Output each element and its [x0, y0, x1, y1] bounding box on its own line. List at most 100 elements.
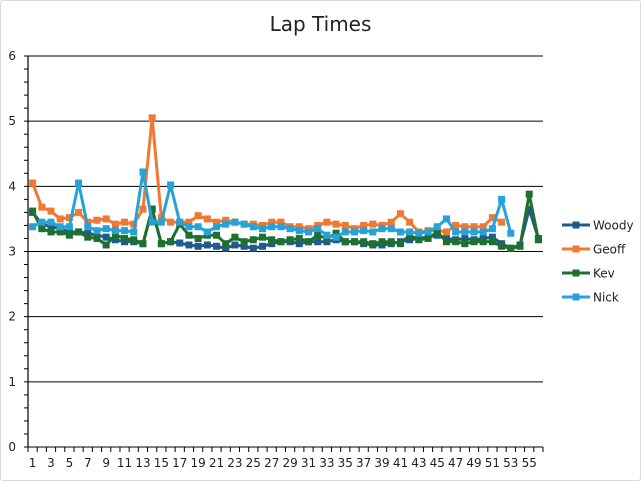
y-tick-label: 2	[8, 310, 16, 324]
data-point-nick	[84, 223, 92, 231]
data-point-nick	[102, 225, 110, 233]
chart-title: Lap Times	[269, 12, 372, 36]
legend-label: Geoff	[593, 243, 626, 257]
data-point-kev	[360, 238, 368, 246]
x-tick-label: 49	[466, 456, 481, 470]
data-point-kev	[415, 236, 423, 244]
x-tick-label: 31	[301, 456, 316, 470]
data-point-kev	[461, 240, 469, 248]
data-point-nick	[65, 223, 73, 231]
data-point-woody	[268, 240, 276, 248]
data-point-geoff	[277, 218, 285, 226]
series-line-geoff	[31, 116, 503, 234]
data-point-kev	[442, 238, 450, 246]
data-point-geoff	[360, 221, 368, 229]
x-tick-label: 5	[66, 456, 74, 470]
data-point-woody	[231, 241, 239, 249]
data-point-geoff	[75, 208, 83, 216]
data-point-kev	[231, 233, 239, 241]
data-point-geoff	[65, 214, 73, 222]
data-point-nick	[222, 220, 230, 228]
data-point-kev	[185, 231, 193, 239]
data-point-geoff	[29, 179, 37, 187]
x-tick-label: 9	[102, 456, 110, 470]
x-tick-label: 23	[227, 456, 242, 470]
data-point-nick	[203, 228, 211, 236]
data-point-geoff	[185, 218, 193, 226]
y-tick-label: 3	[8, 245, 16, 259]
data-point-geoff	[139, 205, 147, 213]
x-tick-label: 33	[319, 456, 334, 470]
data-point-kev	[130, 236, 138, 244]
data-point-nick	[488, 225, 496, 233]
data-point-nick	[231, 218, 239, 226]
data-point-kev	[341, 238, 349, 246]
y-tick-label: 5	[8, 114, 16, 128]
data-point-kev	[121, 234, 129, 242]
data-point-kev	[111, 231, 119, 239]
data-point-kev	[213, 231, 221, 239]
data-point-nick	[479, 228, 487, 236]
data-point-nick	[433, 223, 441, 231]
x-tick-label: 13	[135, 456, 150, 470]
data-point-geoff	[102, 215, 110, 223]
legend-swatch-marker	[572, 221, 580, 229]
data-point-nick	[286, 225, 294, 233]
data-point-woody	[461, 234, 469, 242]
data-point-kev	[350, 238, 358, 246]
legend-label: Nick	[593, 291, 619, 305]
legend-item-kev: Kev	[562, 267, 615, 281]
data-point-kev	[249, 236, 257, 244]
y-tick-label: 1	[8, 375, 16, 389]
x-tick-label: 53	[503, 456, 518, 470]
data-point-geoff	[442, 228, 450, 236]
data-point-geoff	[387, 218, 395, 226]
gridlines	[28, 55, 543, 448]
data-point-woody	[240, 242, 248, 250]
x-tick-label: 35	[338, 456, 353, 470]
data-point-nick	[332, 233, 340, 241]
data-point-nick	[406, 228, 414, 236]
data-point-kev	[304, 238, 312, 246]
legend-label: Woody	[593, 219, 634, 233]
data-point-nick	[148, 218, 156, 226]
data-point-woody	[259, 242, 267, 250]
data-point-geoff	[332, 220, 340, 228]
x-tick-label: 1	[29, 456, 37, 470]
data-point-kev	[525, 190, 533, 198]
data-point-kev	[148, 205, 156, 213]
x-tick-label: 43	[411, 456, 426, 470]
data-point-geoff	[47, 207, 55, 215]
data-point-nick	[130, 228, 138, 236]
data-point-kev	[65, 231, 73, 239]
data-point-nick	[157, 218, 165, 226]
x-tick-label: 29	[282, 456, 297, 470]
x-tick-label: 21	[209, 456, 224, 470]
legend-label: Kev	[593, 267, 615, 281]
data-point-woody	[222, 244, 230, 252]
data-point-geoff	[406, 218, 414, 226]
legend-swatch-marker	[572, 245, 580, 253]
data-point-kev	[38, 225, 46, 233]
data-point-kev	[479, 238, 487, 246]
data-point-nick	[111, 227, 119, 235]
data-point-woody	[102, 233, 110, 241]
x-tick-label: 25	[246, 456, 261, 470]
data-point-geoff	[461, 223, 469, 231]
data-point-kev	[56, 228, 64, 236]
data-point-kev	[387, 238, 395, 246]
x-tick-label: 37	[356, 456, 371, 470]
data-point-nick	[507, 229, 515, 237]
x-tick-label: 55	[522, 456, 537, 470]
data-point-nick	[38, 218, 46, 226]
series-geoff	[29, 114, 506, 236]
data-point-kev	[507, 244, 515, 252]
legend: Woody Geoff Kev Nick	[562, 219, 634, 305]
data-point-kev	[286, 236, 294, 244]
legend-item-geoff: Geoff	[562, 243, 626, 257]
data-point-kev	[396, 240, 404, 248]
data-point-nick	[56, 223, 64, 231]
data-point-nick	[424, 228, 432, 236]
